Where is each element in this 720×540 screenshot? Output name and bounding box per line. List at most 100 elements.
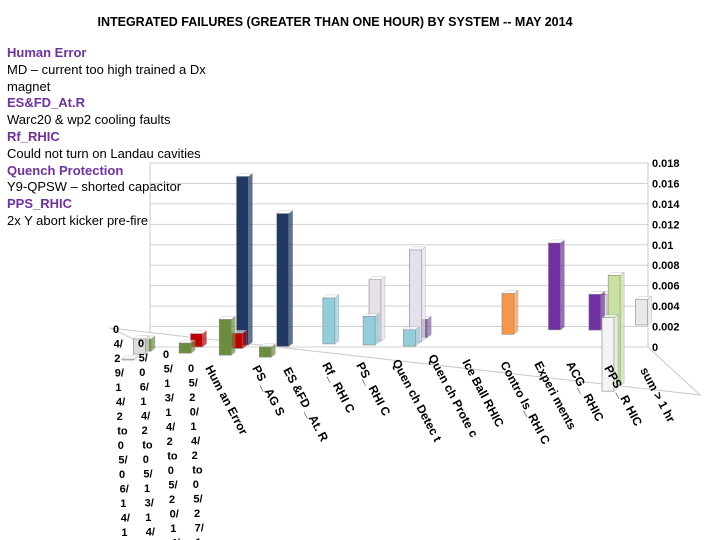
y-tick-label: 0: [652, 342, 658, 354]
y-tick-label: 0.016: [652, 178, 680, 190]
bar-side: [513, 290, 519, 335]
bar: [362, 316, 376, 346]
depth-axis-label: 1: [144, 483, 150, 495]
bar: [548, 242, 561, 331]
depth-axis-label: 4/: [171, 538, 180, 540]
depth-axis-label: 2: [114, 353, 120, 365]
bar-top: [501, 290, 519, 294]
bar-side: [421, 246, 426, 343]
bar-top: [547, 239, 566, 244]
note-heading: ES&FD_At.R: [7, 95, 86, 111]
depth-axis-label: 4/: [114, 339, 123, 351]
bar-top: [601, 314, 619, 318]
depth-axis-label: 4/: [146, 527, 155, 539]
bar: [588, 294, 602, 331]
bar-side: [380, 276, 386, 342]
bar-side: [248, 173, 253, 346]
bar-side: [288, 210, 293, 347]
bar: [635, 299, 648, 326]
depth-axis-label: 4/: [121, 513, 130, 525]
bar-side: [374, 312, 380, 346]
bar: [236, 176, 249, 346]
depth-axis-label: 2: [192, 450, 198, 462]
depth-axis-label: 6/: [140, 382, 149, 394]
bar-top: [258, 343, 276, 348]
bar: [259, 346, 272, 358]
bar-side: [427, 315, 432, 339]
depth-axis-label: 0: [139, 367, 145, 379]
depth-axis-label: 1: [121, 527, 127, 539]
note-text: Warc20 & wp2 cooling faults: [7, 112, 171, 128]
bar-top: [121, 355, 139, 360]
bar-top: [235, 173, 254, 177]
depth-axis-label: 0: [193, 479, 199, 491]
bar-side: [334, 294, 340, 345]
depth-axis-label: 4/: [166, 422, 175, 434]
note-text: Y9-QPSW – shorted capacitor: [7, 179, 182, 195]
y-tick-label: 0.006: [652, 281, 680, 293]
depth-axis-label: 0/: [190, 407, 199, 419]
y-tick-label: 0.012: [652, 219, 680, 231]
depth-axis-label: 7/: [195, 523, 204, 535]
y-tick-label: 0.014: [652, 199, 680, 211]
depth-axis-label: 1: [170, 523, 176, 535]
x-category-label: PS_ RHI C: [353, 360, 393, 419]
note-heading: Quench Protection: [7, 162, 124, 178]
bar: [218, 319, 232, 356]
depth-axis-label: to: [192, 465, 203, 477]
depth-axis-label: 0: [118, 440, 124, 452]
depth-axis-label: 5/: [139, 353, 148, 365]
depth-axis-label: 2: [169, 494, 175, 506]
note-heading: Rf_RHIC: [7, 128, 60, 144]
chart-title: INTEGRATED FAILURES (GREATER THAN ONE HO…: [97, 15, 573, 29]
bar-top: [362, 313, 380, 317]
bar-top: [178, 339, 196, 344]
bar: [403, 329, 416, 347]
note-heading: PPS_RHIC: [7, 196, 73, 212]
note-text: Could not turn on Landau cavities: [7, 145, 201, 161]
depth-axis-label: 2: [189, 392, 195, 404]
depth-axis-label: 1: [165, 407, 171, 419]
x-category-label: Hum an Error: [202, 363, 251, 438]
depth-axis-label: 3/: [165, 393, 174, 405]
depth-axis-label: 4/: [116, 397, 125, 409]
depth-axis-label: 1: [164, 378, 170, 390]
x-category-label: Rf_ RHI C: [319, 360, 357, 416]
depth-axis-label: 2: [167, 436, 173, 448]
depth-axis-label: 1: [145, 512, 151, 524]
depth-axis-label: 0/: [170, 509, 179, 521]
bar-top: [402, 326, 421, 330]
bar-top: [132, 335, 150, 340]
depth-axis-label: to: [167, 451, 178, 463]
note-text: MD – current too high trained a Dx magne…: [7, 61, 206, 94]
bar-side: [560, 239, 565, 331]
y-tick-label: 0.008: [652, 260, 680, 272]
bar-top: [218, 316, 236, 320]
depth-axis-label: 0: [143, 454, 149, 466]
depth-axis-label: 0: [113, 324, 119, 336]
bar-side: [647, 296, 652, 326]
depth-axis-label: 2: [194, 508, 200, 520]
bar-side: [619, 271, 625, 387]
depth-axis-label: 3/: [145, 498, 154, 510]
y-tick-label: 0.004: [652, 301, 680, 313]
depth-axis-label: 4/: [141, 411, 150, 423]
y-tick-label: 0.018: [652, 158, 680, 170]
depth-axis-label: 0: [188, 363, 194, 375]
depth-axis-label: 1: [140, 396, 146, 408]
bar: [178, 342, 192, 354]
y-tick-label: 0.002: [652, 322, 680, 334]
bar-top: [588, 291, 606, 295]
depth-axis-label: 0: [138, 338, 144, 350]
depth-axis-label: 5/: [193, 494, 202, 506]
bar-top: [276, 210, 294, 214]
bar-top: [607, 272, 625, 276]
bar: [276, 213, 290, 347]
depth-axis-label: 1: [115, 382, 121, 394]
depth-axis-label: to: [142, 440, 153, 452]
depth-axis-label: 2: [142, 425, 148, 437]
note-heading: Human Error: [7, 45, 87, 60]
depth-axis-label: 1: [190, 421, 196, 433]
failure-notes: Human Error MD – current too high trained…: [7, 45, 247, 230]
